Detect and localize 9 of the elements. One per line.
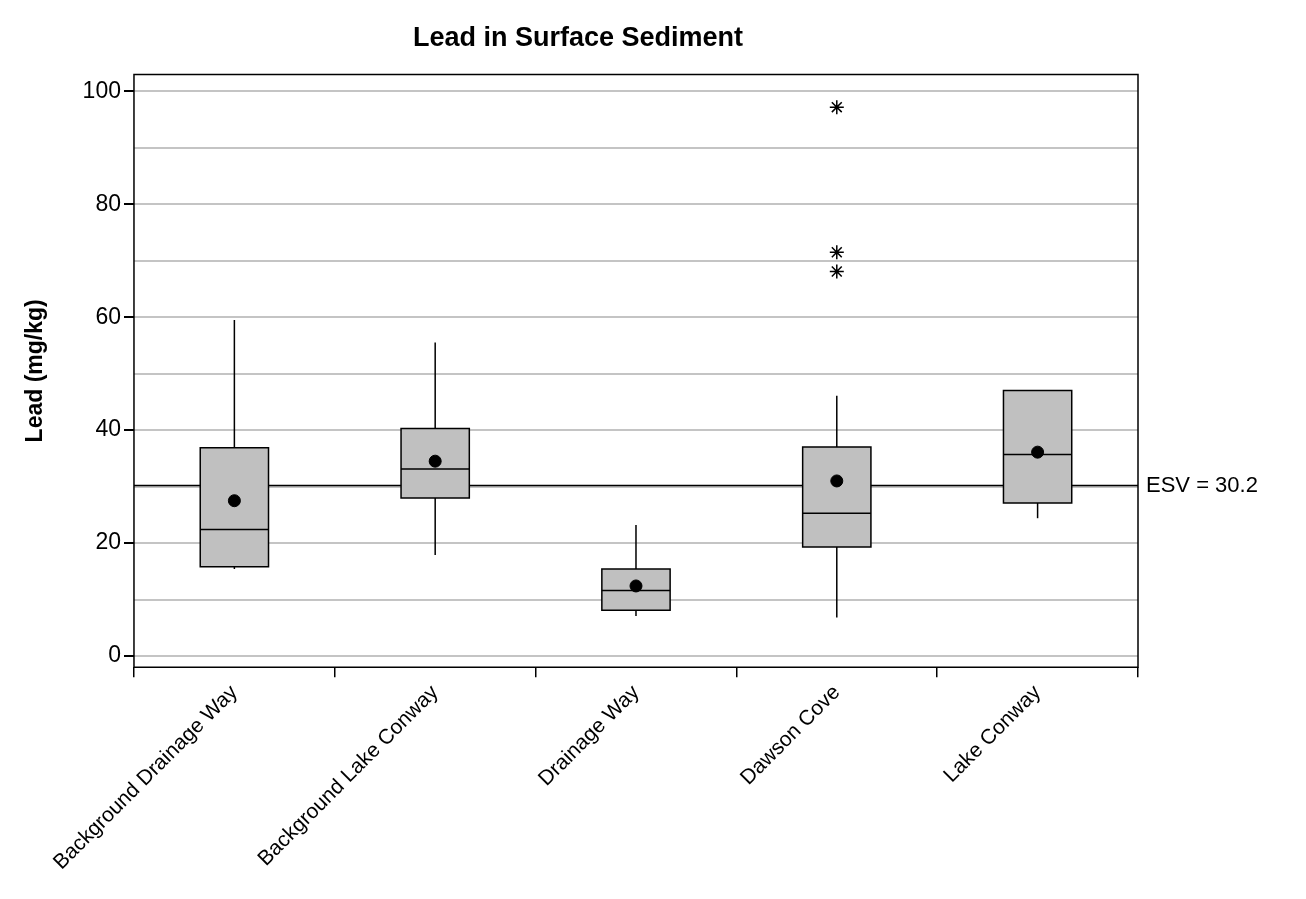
- y-tick-label: 20: [95, 528, 121, 555]
- y-axis-title: Lead (mg/kg): [21, 299, 48, 443]
- y-tick-label: 80: [95, 189, 121, 216]
- chart-title: Lead in Surface Sediment: [412, 21, 744, 52]
- y-tick-label: 100: [82, 76, 121, 103]
- y-tick-label: 40: [95, 415, 121, 442]
- ref-line-label: ESV = 30.2: [1146, 471, 1258, 497]
- y-tick-label: 0: [108, 641, 121, 668]
- y-tick-label: 60: [95, 302, 121, 329]
